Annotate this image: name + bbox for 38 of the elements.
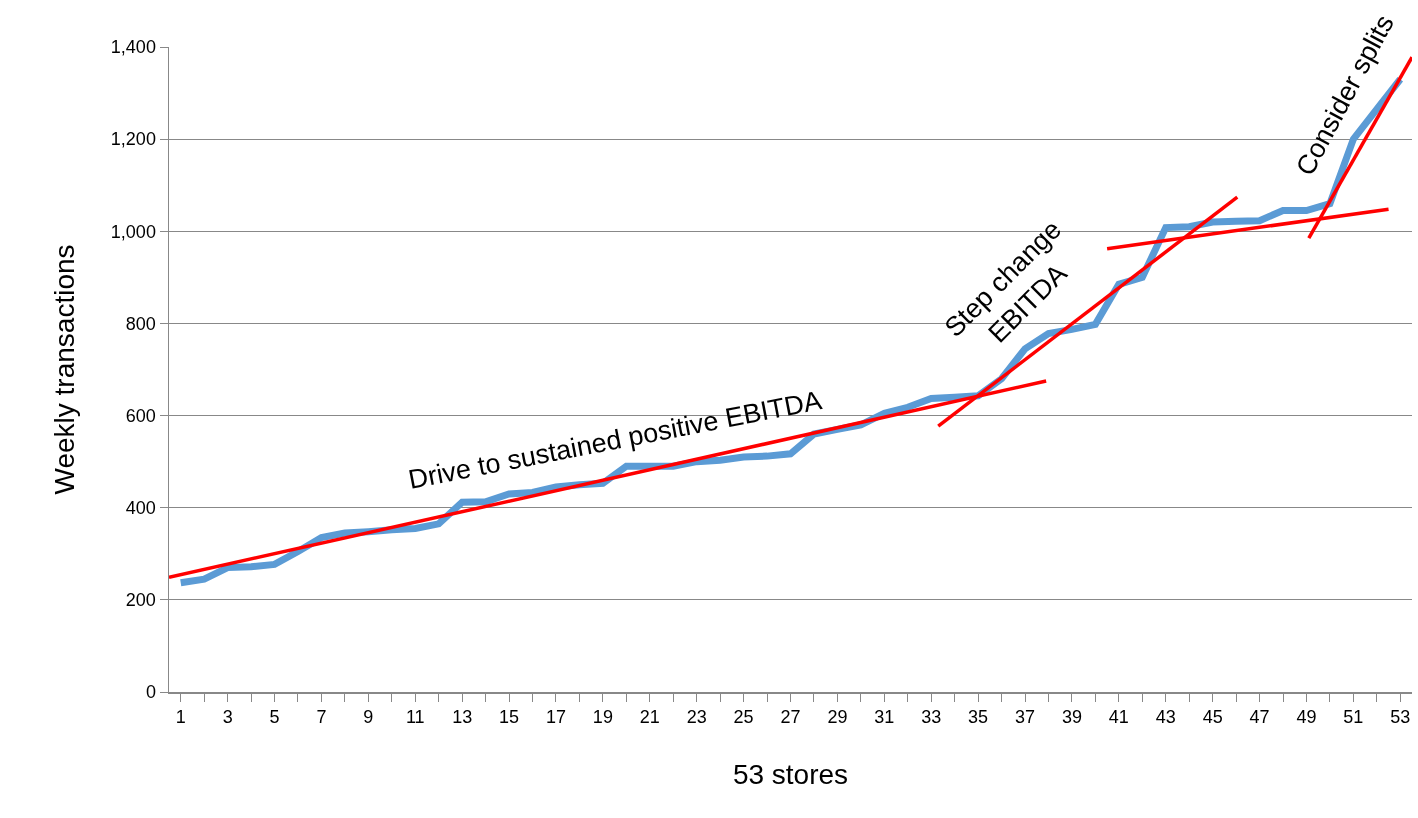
x-tick-label: 23: [686, 707, 707, 728]
x-tick-label: 45: [1202, 707, 1223, 728]
y-tick-label: 1,400: [110, 37, 156, 58]
y-tick-label: 0: [145, 682, 156, 703]
x-tick-label: 17: [545, 707, 566, 728]
x-tick-label: 33: [921, 707, 942, 728]
x-tick-label: 13: [452, 707, 473, 728]
x-tick-label: 47: [1249, 707, 1270, 728]
x-axis-title: 53 stores: [732, 758, 849, 790]
x-tick-label: 43: [1155, 707, 1176, 728]
y-tick-label: 400: [125, 498, 156, 519]
x-tick-label: 25: [733, 707, 754, 728]
x-tick-label: 9: [363, 707, 374, 728]
x-tick-label: 39: [1061, 707, 1082, 728]
x-tick-label: 37: [1015, 707, 1036, 728]
x-tick-label: 49: [1296, 707, 1317, 728]
y-tick-label: 800: [125, 313, 156, 334]
x-tick-label: 1: [175, 707, 186, 728]
y-tick-label: 1,000: [110, 221, 156, 242]
y-tick-label: 200: [125, 590, 156, 611]
x-tick-label: 27: [780, 707, 801, 728]
x-tick-label: 5: [269, 707, 280, 728]
x-tick-label: 31: [874, 707, 895, 728]
x-tick-label: 29: [827, 707, 848, 728]
x-tick-label: 19: [592, 707, 613, 728]
x-tick-label: 51: [1343, 707, 1364, 728]
x-tick-label: 21: [639, 707, 660, 728]
y-axis-title: Weekly transactions: [48, 244, 80, 495]
x-tick-label: 3: [222, 707, 233, 728]
x-tick-label: 53: [1390, 707, 1411, 728]
x-tick-label: 7: [316, 707, 327, 728]
x-tick-label: 15: [499, 707, 520, 728]
x-tick-label: 35: [968, 707, 989, 728]
x-tick-label: 11: [405, 707, 425, 728]
y-tick-label: 600: [125, 405, 156, 426]
y-tick-label: 1,200: [110, 129, 156, 150]
annotation: Drive to sustained positive EBITDA: [405, 385, 825, 495]
x-tick-label: 41: [1108, 707, 1129, 728]
